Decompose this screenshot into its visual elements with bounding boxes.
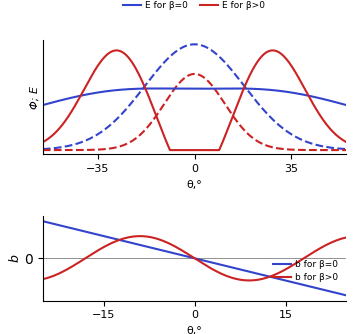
Legend: b for β=0, b for β>0: b for β=0, b for β>0 xyxy=(270,256,342,286)
X-axis label: θ,°: θ,° xyxy=(187,180,202,190)
X-axis label: θ,°: θ,° xyxy=(187,326,202,334)
Legend: Φ for β=0, E for β=0, Φ for β>0, E for β>0: Φ for β=0, E for β=0, Φ for β>0, E for β… xyxy=(120,0,270,14)
Y-axis label: b: b xyxy=(9,255,21,262)
Y-axis label: Φ; E: Φ; E xyxy=(30,86,40,109)
